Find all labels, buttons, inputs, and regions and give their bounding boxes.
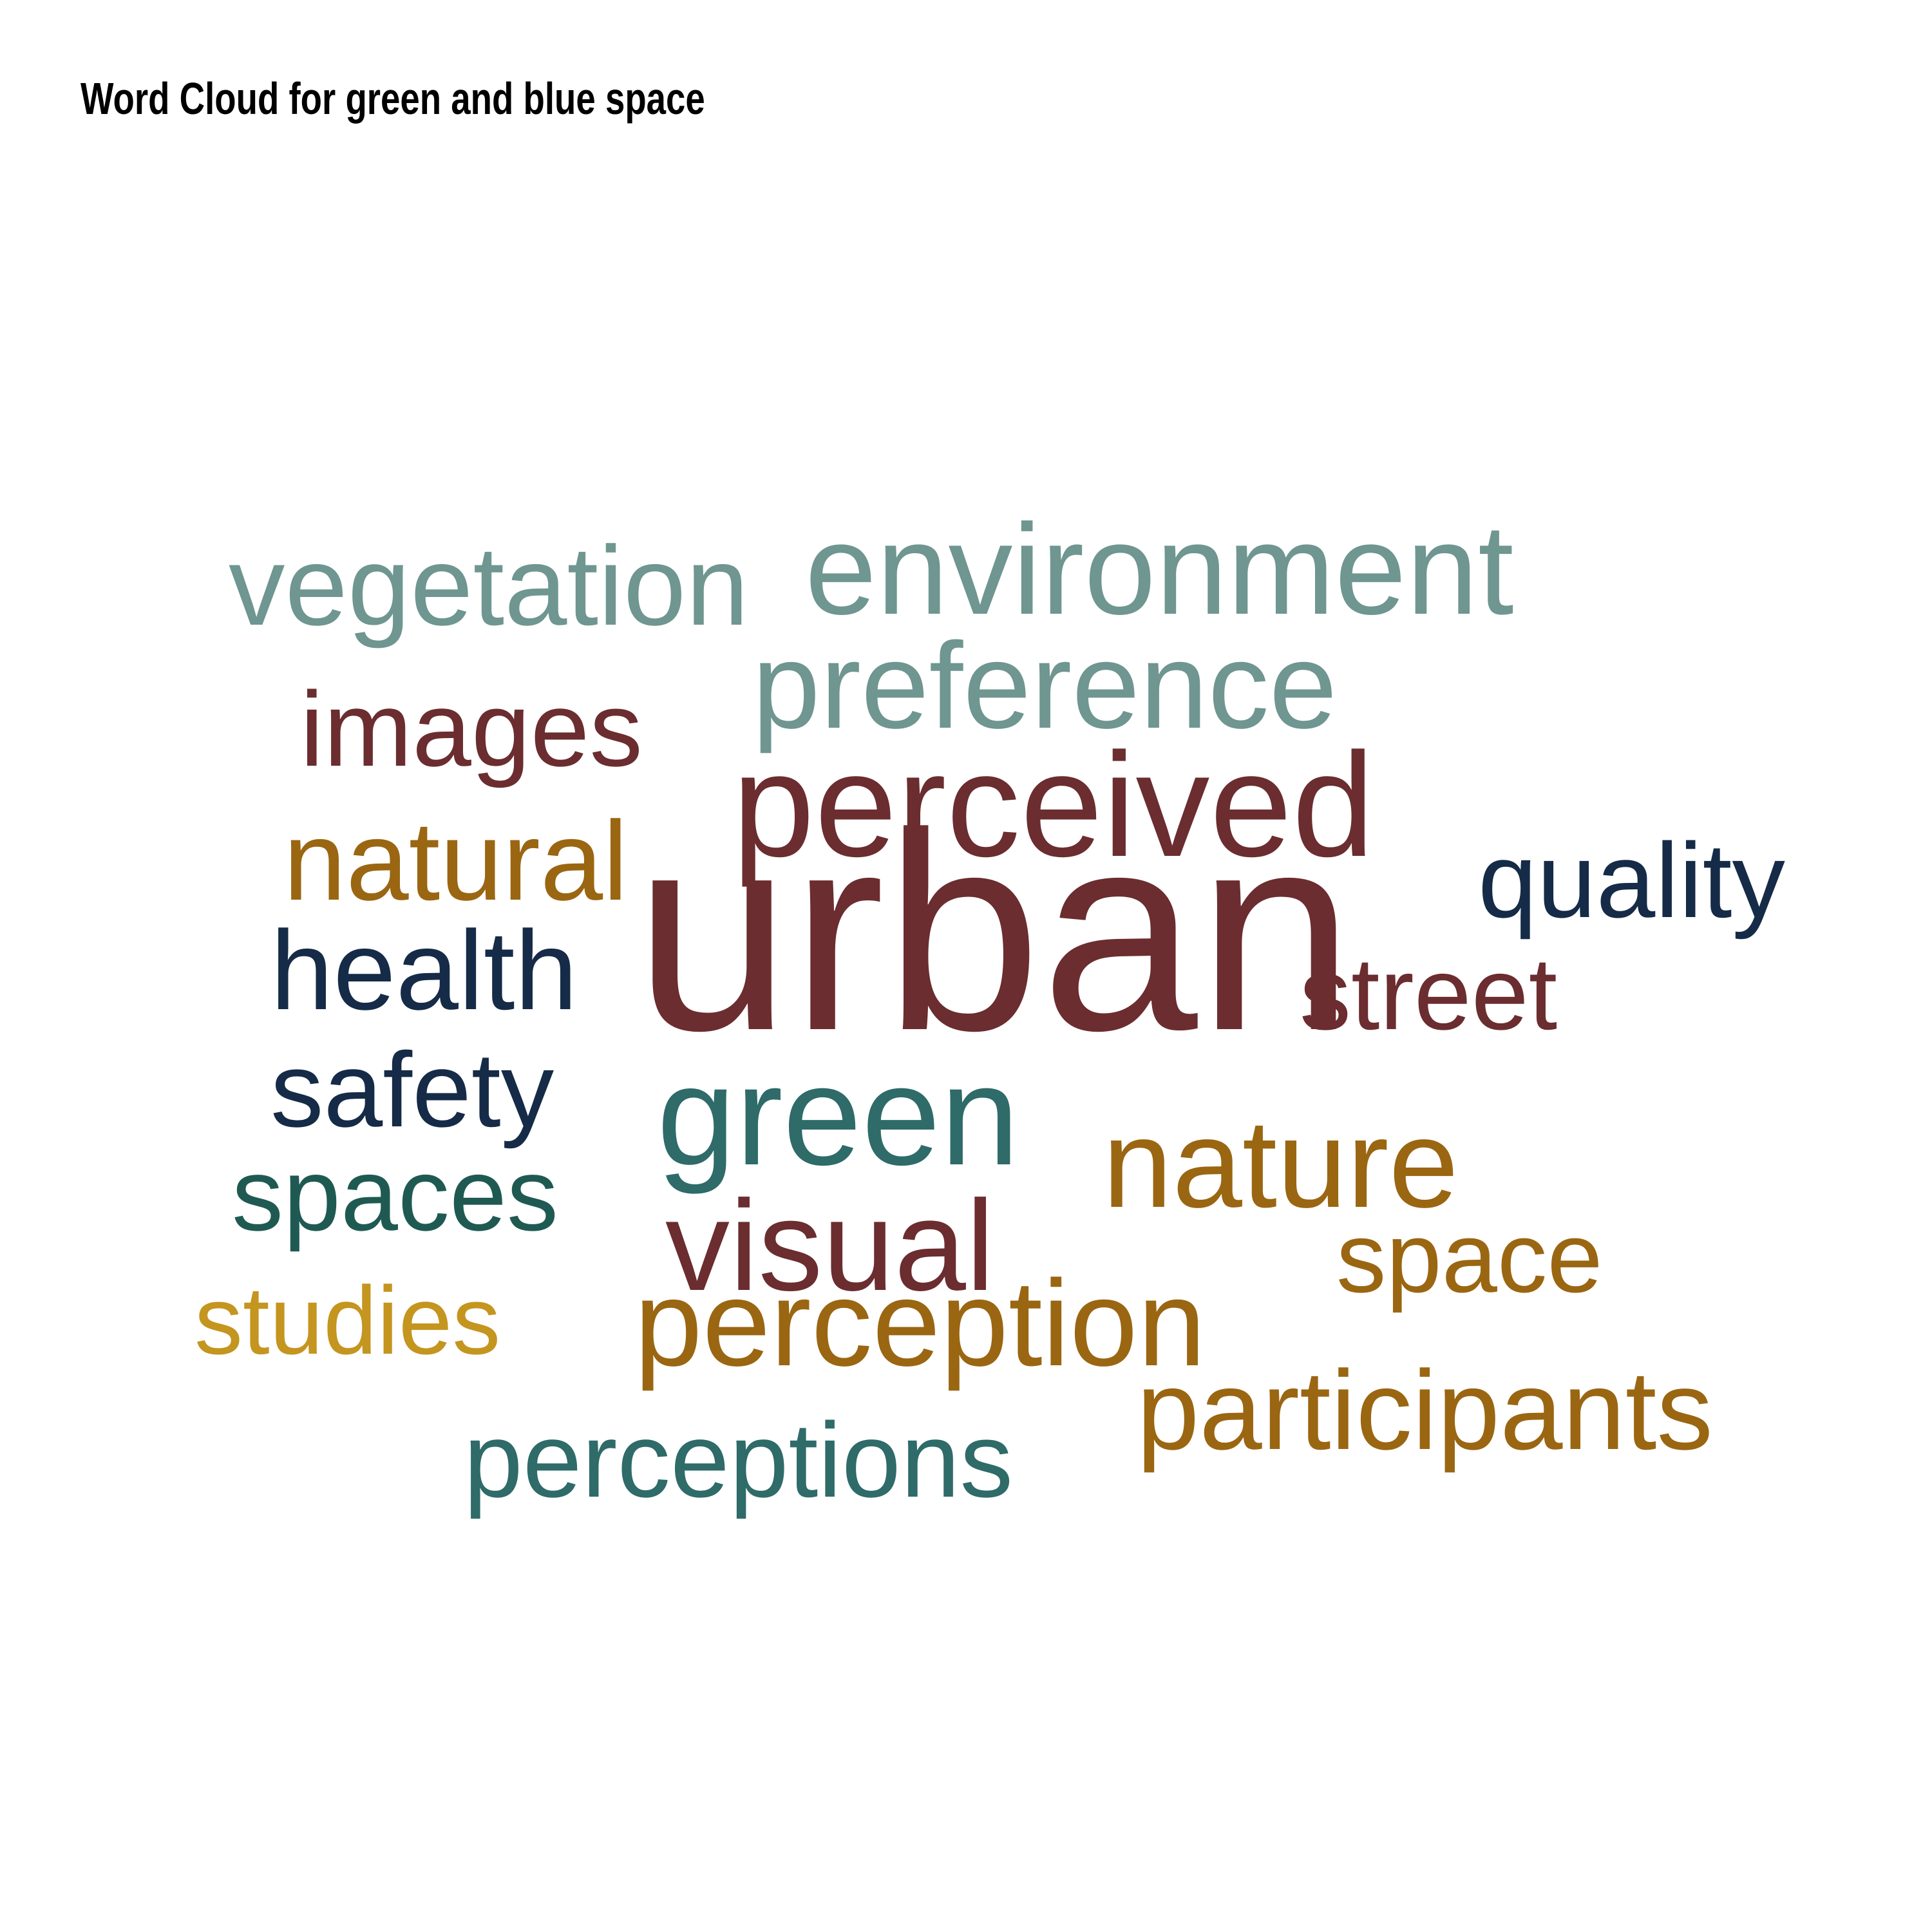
word-street: street: [1300, 936, 1558, 1051]
word-safety: safety: [270, 1030, 554, 1149]
word-participants: participants: [1137, 1348, 1713, 1473]
word-environment: environment: [805, 498, 1514, 641]
word-preference: preference: [752, 618, 1338, 754]
word-cloud-title: Word Cloud for green and blue space: [80, 73, 705, 124]
word-perceptions: perceptions: [464, 1401, 1014, 1519]
word-spaces: spaces: [232, 1137, 558, 1252]
word-urban: urban: [634, 774, 1354, 1089]
word-vegetation: vegetation: [229, 524, 749, 649]
word-quality: quality: [1478, 821, 1785, 940]
word-studies: studies: [194, 1266, 501, 1374]
word-health: health: [270, 908, 578, 1034]
word-green: green: [657, 1036, 1019, 1195]
word-natural: natural: [283, 799, 629, 924]
word-visual: visual: [665, 1174, 995, 1318]
word-nature: nature: [1103, 1094, 1459, 1234]
word-space: space: [1336, 1202, 1603, 1313]
word-images: images: [300, 670, 643, 788]
word-perception: perception: [634, 1255, 1206, 1392]
word-perceived: perceived: [732, 722, 1375, 887]
